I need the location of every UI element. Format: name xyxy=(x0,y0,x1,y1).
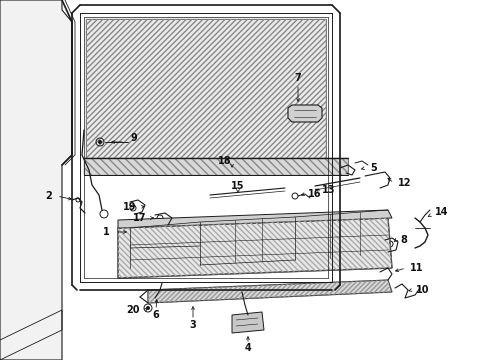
Text: 7: 7 xyxy=(294,73,301,83)
Text: 6: 6 xyxy=(152,310,159,320)
Polygon shape xyxy=(148,280,392,303)
Text: 3: 3 xyxy=(190,320,196,330)
Text: 20: 20 xyxy=(126,305,140,315)
Polygon shape xyxy=(288,105,322,122)
Text: 9: 9 xyxy=(130,133,137,143)
Text: 10: 10 xyxy=(416,285,430,295)
Text: 16: 16 xyxy=(308,189,321,199)
Text: 12: 12 xyxy=(398,178,412,188)
Text: 14: 14 xyxy=(435,207,448,217)
Text: 5: 5 xyxy=(370,163,377,173)
Polygon shape xyxy=(86,19,326,160)
Text: 17: 17 xyxy=(132,213,146,223)
Circle shape xyxy=(146,306,150,310)
Polygon shape xyxy=(118,210,392,228)
Polygon shape xyxy=(118,218,392,278)
Text: 4: 4 xyxy=(245,343,251,353)
Text: 18: 18 xyxy=(219,156,232,166)
Text: 2: 2 xyxy=(45,191,52,201)
Polygon shape xyxy=(232,312,264,333)
Text: 11: 11 xyxy=(410,263,423,273)
Text: 13: 13 xyxy=(322,185,336,195)
Text: 19: 19 xyxy=(122,202,136,212)
Text: 1: 1 xyxy=(103,227,110,237)
Circle shape xyxy=(98,140,102,144)
Polygon shape xyxy=(84,158,348,175)
Polygon shape xyxy=(0,0,72,360)
Text: 8: 8 xyxy=(400,235,407,245)
Text: 15: 15 xyxy=(231,181,245,191)
